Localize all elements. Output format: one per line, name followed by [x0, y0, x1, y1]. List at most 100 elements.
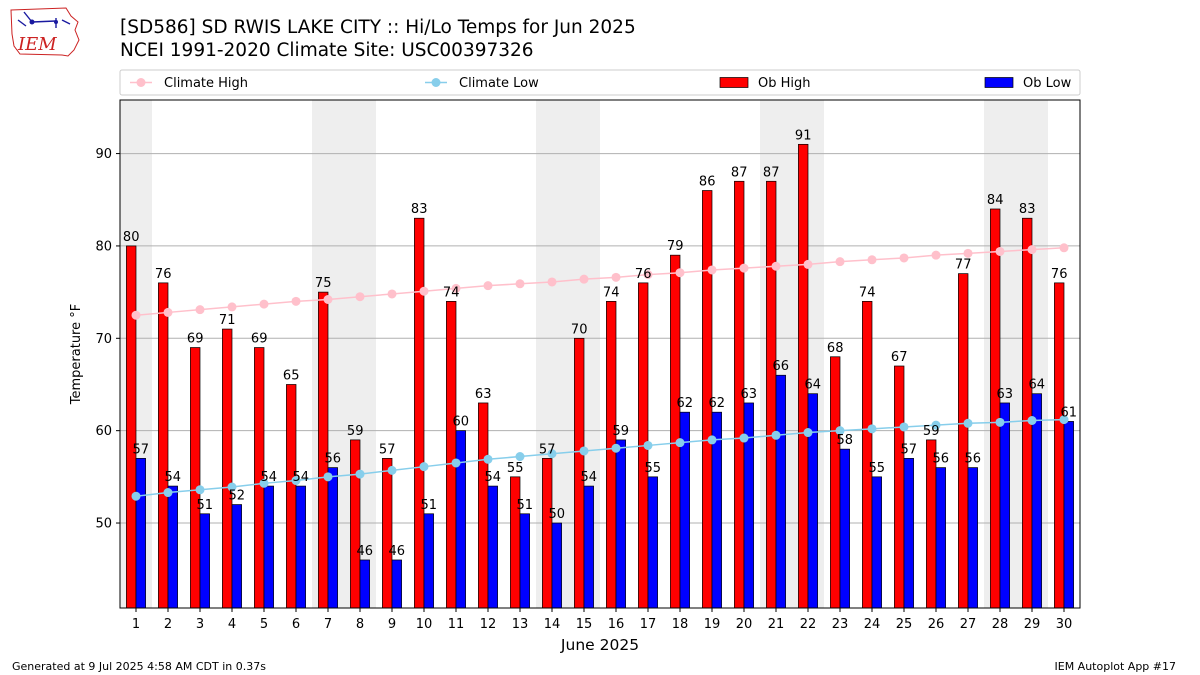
- ob-high-value-label: 74: [443, 285, 460, 300]
- y-tick-label: 70: [95, 332, 112, 347]
- legend-ob-high-swatch: [719, 77, 749, 88]
- climate-high-point: [867, 255, 877, 265]
- ob-high-bar: [350, 439, 361, 609]
- climate-low-point: [323, 472, 333, 482]
- ob-high-value-label: 69: [187, 332, 204, 347]
- ob-high-bar: [1022, 217, 1033, 609]
- x-tick-label: 1: [132, 617, 140, 632]
- iem-logo: IEM: [10, 7, 80, 57]
- x-tick-label: 20: [736, 617, 753, 632]
- climate-low-point: [355, 469, 365, 479]
- shaded-day-band: [760, 100, 792, 608]
- ob-low-bar: [263, 485, 274, 609]
- ob-high-value-label: 83: [1019, 202, 1036, 217]
- ob-low-value-label: 52: [229, 489, 246, 504]
- climate-low-point: [611, 443, 621, 453]
- ob-low-bar: [167, 485, 178, 609]
- climate-low-point: [835, 426, 845, 436]
- ob-low-value-label: 50: [549, 507, 566, 522]
- generated-timestamp: Generated at 9 Jul 2025 4:58 AM CDT in 0…: [12, 660, 266, 673]
- ob-low-value-label: 58: [837, 433, 854, 448]
- ob-high-bar: [446, 301, 457, 609]
- ob-low-bar: [935, 467, 946, 609]
- climate-high-point: [291, 296, 301, 306]
- ob-low-value-label: 51: [517, 498, 534, 513]
- climate-high-point: [195, 305, 205, 315]
- legend-box: [119, 69, 1081, 96]
- climate-low-point: [451, 458, 461, 468]
- ob-low-value-label: 66: [773, 359, 790, 374]
- ob-low-value-label: 46: [357, 544, 374, 559]
- climate-low-point: [867, 424, 877, 434]
- x-tick-label: 21: [768, 617, 785, 632]
- ob-low-value-label: 56: [965, 452, 982, 467]
- x-tick-label: 29: [1024, 617, 1041, 632]
- climate-high-point: [163, 307, 173, 317]
- climate-low-point: [387, 465, 397, 475]
- ob-low-bar: [743, 402, 754, 609]
- shaded-day-band: [536, 100, 568, 608]
- ob-high-value-label: 91: [795, 128, 812, 143]
- ob-low-bar: [775, 374, 786, 609]
- ob-low-bar: [295, 485, 306, 609]
- ob-low-value-label: 63: [741, 387, 758, 402]
- climate-high-point: [899, 253, 909, 263]
- x-tick-label: 4: [228, 617, 236, 632]
- climate-low-point: [1059, 415, 1069, 425]
- ob-high-bar: [830, 356, 841, 609]
- ob-low-bar: [135, 458, 146, 609]
- ob-high-bar: [318, 291, 329, 609]
- ob-high-value-label: 74: [859, 285, 876, 300]
- x-tick-label: 7: [324, 617, 332, 632]
- ob-low-bar: [583, 485, 594, 609]
- y-tick-label: 60: [95, 424, 112, 439]
- ob-high-bar: [382, 458, 393, 609]
- climate-high-point: [323, 295, 333, 305]
- climate-low-point: [739, 433, 749, 443]
- ob-high-bar: [510, 476, 521, 609]
- ob-low-bar: [231, 504, 242, 609]
- ob-high-value-label: 59: [923, 424, 940, 439]
- climate-low-point: [547, 449, 557, 459]
- ob-low-value-label: 54: [581, 470, 598, 485]
- climate-low-point: [963, 418, 973, 428]
- ob-high-bar: [670, 254, 681, 609]
- climate-high-point: [771, 261, 781, 271]
- x-tick-label: 24: [864, 617, 881, 632]
- ob-low-value-label: 54: [485, 470, 502, 485]
- climate-high-point: [387, 289, 397, 299]
- ob-low-bar: [839, 448, 850, 609]
- ob-low-bar: [871, 476, 882, 609]
- ob-high-bar: [126, 245, 137, 609]
- legend-climate-low-label: Climate Low: [459, 76, 539, 91]
- x-tick-label: 2: [164, 617, 172, 632]
- ob-high-value-label: 57: [539, 442, 556, 457]
- ob-high-value-label: 57: [379, 442, 396, 457]
- x-tick-label: 10: [416, 617, 433, 632]
- legend-ob-low-label: Ob Low: [1023, 76, 1072, 91]
- ob-high-value-label: 59: [347, 424, 364, 439]
- climate-low-point: [195, 485, 205, 495]
- ob-high-value-label: 76: [635, 267, 652, 282]
- ob-high-value-label: 87: [731, 165, 748, 180]
- ob-low-bar: [391, 559, 402, 609]
- ob-low-value-label: 62: [677, 396, 694, 411]
- ob-low-bar: [807, 393, 818, 609]
- climate-high-point: [803, 259, 813, 269]
- legend-climate-high-marker: [136, 78, 146, 87]
- legend-ob-high-label: Ob High: [758, 76, 811, 91]
- x-tick-label: 30: [1056, 617, 1073, 632]
- climate-high-point: [419, 286, 429, 296]
- ob-high-value-label: 55: [507, 461, 524, 476]
- x-tick-label: 3: [196, 617, 204, 632]
- climate-low-point: [579, 446, 589, 456]
- ob-high-bar: [414, 217, 425, 609]
- shaded-day-band: [344, 100, 376, 608]
- ob-low-bar: [903, 458, 914, 609]
- shaded-day-band: [984, 100, 1016, 608]
- ob-low-value-label: 51: [421, 498, 438, 513]
- ob-low-bar: [455, 430, 466, 609]
- ob-high-bar: [254, 347, 265, 609]
- ob-low-bar: [1031, 393, 1042, 609]
- climate-low-point: [675, 438, 685, 448]
